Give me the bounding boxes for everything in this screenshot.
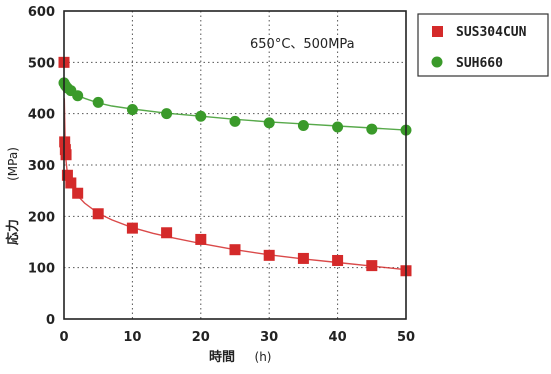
legend-marker-suh660 — [431, 56, 443, 68]
data-point-suh660 — [263, 117, 275, 129]
y-axis-label: 応力 — [5, 219, 21, 245]
data-point-sus304cun — [126, 222, 138, 234]
plot-frame — [63, 10, 407, 320]
y-tick-label: 300 — [28, 159, 55, 174]
data-point-sus304cun — [297, 252, 309, 264]
data-point-sus304cun — [92, 208, 104, 220]
x-tick-label: 30 — [260, 330, 278, 345]
data-point-suh660 — [229, 115, 241, 127]
data-point-sus304cun — [366, 260, 378, 272]
legend-label-sus304cun: SUS304CUN — [456, 25, 527, 40]
y-tick-label: 100 — [28, 262, 55, 277]
x-tick-label: 10 — [123, 330, 141, 345]
data-point-suh660 — [332, 121, 344, 133]
x-axis-unit: (h) — [255, 350, 272, 364]
legend: SUS304CUN SUH660 — [417, 13, 549, 77]
data-point-suh660 — [72, 90, 84, 102]
data-point-sus304cun — [195, 233, 207, 245]
data-point-sus304cun — [332, 254, 344, 266]
data-point-sus304cun — [263, 249, 275, 261]
y-tick-label: 200 — [28, 210, 55, 225]
data-points — [58, 56, 412, 277]
data-point-suh660 — [297, 119, 309, 131]
chart-annotation: 650°C、500MPa — [250, 37, 355, 52]
data-point-sus304cun — [161, 227, 173, 239]
x-tick-label: 20 — [192, 330, 210, 345]
data-point-suh660 — [195, 110, 207, 122]
data-point-sus304cun — [61, 169, 73, 181]
grid — [64, 11, 406, 319]
y-tick-label: 600 — [28, 5, 55, 20]
x-axis-label: 時間 — [209, 349, 235, 365]
legend-marker-sus304cun — [432, 26, 443, 37]
fit-curves — [63, 77, 407, 271]
data-point-sus304cun — [229, 244, 241, 256]
x-tick-label: 50 — [397, 330, 415, 345]
data-point-suh660 — [92, 96, 104, 108]
data-point-suh660 — [366, 123, 378, 135]
data-point-sus304cun — [72, 187, 84, 199]
data-point-sus304cun — [60, 149, 72, 161]
x-tick-label: 40 — [329, 330, 347, 345]
legend-label-suh660: SUH660 — [456, 56, 503, 71]
x-tick-label: 0 — [59, 330, 68, 345]
data-point-sus304cun — [65, 177, 77, 189]
y-tick-label: 0 — [46, 313, 55, 328]
plot-border — [63, 10, 407, 320]
data-point-suh660 — [161, 108, 173, 120]
y-axis-unit: (MPa) — [6, 147, 20, 181]
y-tick-label: 400 — [28, 108, 55, 123]
y-tick-label: 500 — [28, 56, 55, 71]
data-point-suh660 — [126, 104, 138, 116]
